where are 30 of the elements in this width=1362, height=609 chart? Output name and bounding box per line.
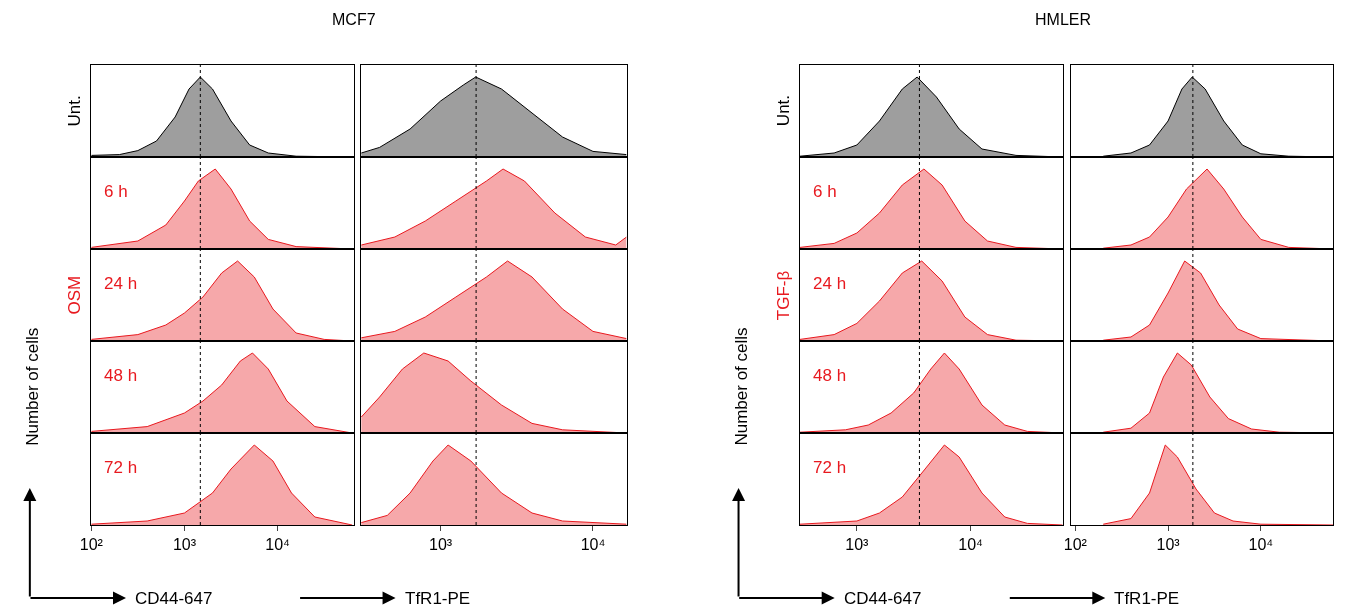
chart-title: MCF7	[332, 11, 376, 28]
x-tick-label: 10⁴	[580, 536, 606, 554]
text: Unt.	[65, 95, 85, 127]
x-tick-label: 10⁴	[1248, 536, 1274, 554]
x-tick-label: 10³	[1156, 536, 1181, 554]
chart-title: HMLER	[1035, 11, 1092, 28]
text: OSM	[65, 275, 85, 315]
x-axis-title: TfR1-PE	[405, 589, 471, 608]
text: TGF-β	[774, 270, 794, 321]
y-axis-title: Number of cells	[22, 327, 42, 446]
x-tick-label: 10⁴	[265, 536, 291, 554]
x-tick-label: 10²	[1063, 536, 1088, 554]
x-tick-label: 10³	[429, 536, 453, 554]
text: 48 h	[813, 366, 847, 385]
text: 72 h	[104, 458, 138, 477]
text: 72 h	[813, 458, 847, 477]
x-axis-title: TfR1-PE	[1114, 589, 1180, 608]
text: 48 h	[104, 366, 138, 385]
x-axis-title: CD44-647	[844, 589, 922, 608]
text: 6 h	[104, 182, 128, 201]
series-label: 24 h	[813, 274, 847, 293]
x-tick-label: 10⁴	[958, 536, 984, 554]
x-tick-label: 10²	[79, 536, 104, 554]
text: 6 h	[813, 182, 837, 201]
x-axis-title: CD44-647	[135, 589, 213, 608]
x-tick-label: 10³	[172, 536, 197, 554]
text: Unt.	[774, 94, 794, 127]
y-axis-title: Number of cells	[731, 327, 751, 446]
text: 24 h	[104, 274, 138, 293]
x-tick-label: 10³	[845, 536, 870, 554]
